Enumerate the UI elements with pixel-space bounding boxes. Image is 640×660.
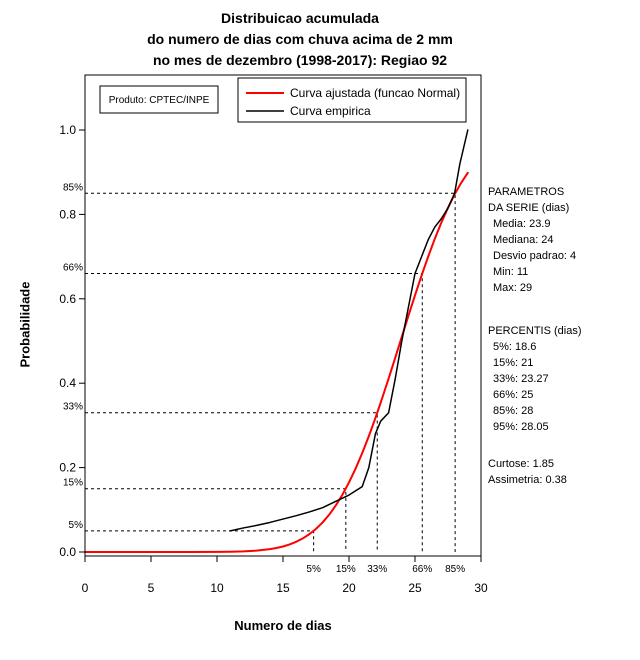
x-tick-label: 0 <box>82 581 89 595</box>
param-desvio: Desvio padrao: 4 <box>493 250 577 262</box>
params-title-line1: PARAMETROS <box>488 186 565 198</box>
guide-bottom-label-5%: 5% <box>306 564 321 575</box>
x-tick-label: 20 <box>342 581 356 595</box>
x-tick-label: 30 <box>474 581 488 595</box>
curtose-value: Curtose: 1.85 <box>488 458 555 470</box>
x-tick-label: 5 <box>148 581 155 595</box>
legend-box <box>237 77 467 123</box>
guide-bottom-label-85%: 85% <box>445 564 465 575</box>
guide-left-label-66%: 66% <box>63 262 83 273</box>
percentis-title: PERCENTIS (dias) <box>488 325 582 337</box>
y-tick-label: 1.0 <box>59 123 76 137</box>
legend-label: Curva empirica <box>290 104 371 118</box>
guide-left-label-85%: 85% <box>63 182 83 193</box>
param-min: Min: 11 <box>493 266 529 278</box>
y-tick-label: 0.0 <box>59 545 76 559</box>
percentil-15: 15%: 21 <box>493 357 534 369</box>
x-tick-label: 15 <box>276 581 290 595</box>
param-media: Media: 23.9 <box>493 218 551 230</box>
x-axis-label: Numero de dias <box>234 618 332 633</box>
guide-bottom-label-33%: 33% <box>367 564 387 575</box>
product-note-box <box>99 85 219 114</box>
percentil-33: 33%: 23.27 <box>493 373 549 385</box>
y-tick-label: 0.8 <box>59 207 76 221</box>
guide-line-85% <box>85 192 456 552</box>
guide-left-label-15%: 15% <box>63 478 83 489</box>
guide-left-label-5%: 5% <box>69 520 84 531</box>
percentil-66: 66%: 25 <box>493 389 534 401</box>
param-max: Max: 29 <box>493 282 533 294</box>
guide-line-33% <box>85 412 378 552</box>
guide-left-label-33%: 33% <box>63 402 83 413</box>
params-title-line2: DA SERIE (dias) <box>488 202 570 214</box>
y-tick-label: 0.2 <box>59 461 76 475</box>
assimetria-value: Assimetria: 0.38 <box>488 474 567 486</box>
x-tick-label: 25 <box>408 581 422 595</box>
plot-border <box>84 74 482 557</box>
y-axis-label: Probabilidade <box>17 281 33 368</box>
product-note-label: Produto: CPTEC/INPE <box>109 95 210 106</box>
fitted-curve <box>84 171 469 553</box>
guide-line-15% <box>85 488 347 552</box>
y-tick-label: 0.6 <box>59 292 76 306</box>
guide-bottom-label-15%: 15% <box>336 564 356 575</box>
chart-title-line1: Distribuicao acumulada <box>221 10 379 26</box>
legend-label: Curva ajustada (funcao Normal) <box>290 86 460 100</box>
chart-title: Distribuicao acumulada do numero de dias… <box>0 8 600 71</box>
guide-line-5% <box>85 530 315 552</box>
chart-title-line2: do numero de dias com chuva acima de 2 m… <box>147 31 453 47</box>
percentil-95: 95%: 28.05 <box>493 421 549 433</box>
empirical-curve <box>229 129 469 532</box>
x-tick-label: 10 <box>210 581 224 595</box>
chart-title-line3: no mes de dezembro (1998-2017): Regiao 9… <box>152 52 448 68</box>
percentil-5: 5%: 18.6 <box>493 341 537 353</box>
guide-bottom-label-66%: 66% <box>412 564 432 575</box>
param-mediana: Mediana: 24 <box>493 234 554 246</box>
y-tick-label: 0.4 <box>59 376 76 390</box>
percentil-85: 85%: 28 <box>493 405 534 417</box>
series-stats-panel: PARAMETROS DA SERIE (dias) Media: 23.9 M… <box>488 184 638 488</box>
